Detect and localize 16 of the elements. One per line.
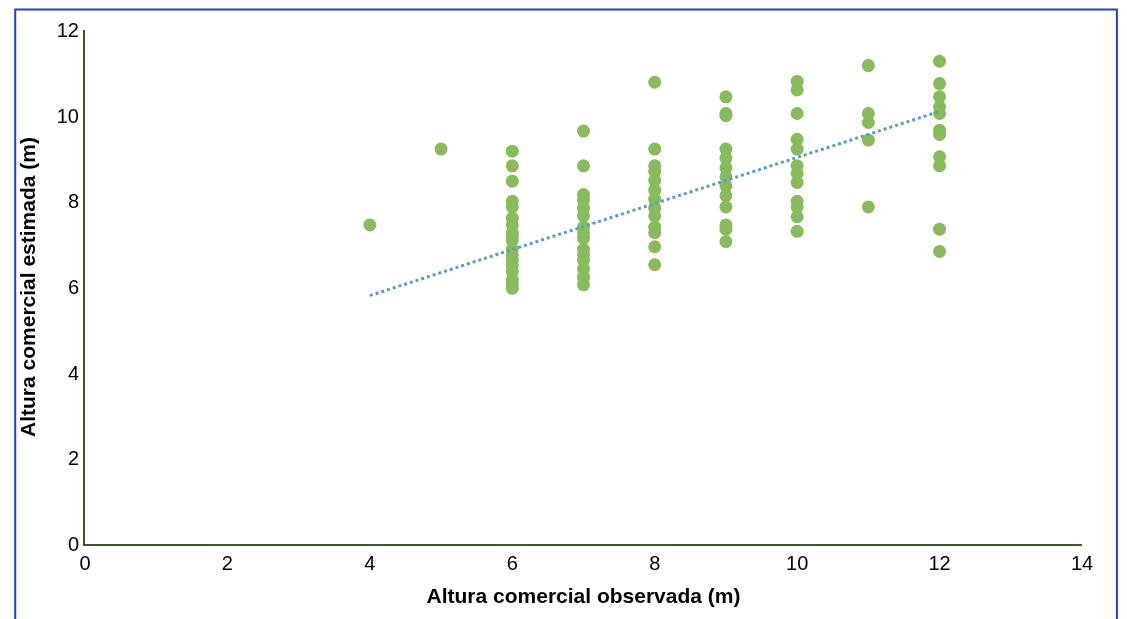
- x-tick-label: 8: [649, 552, 661, 574]
- y-tick-label: 10: [56, 104, 79, 127]
- y-tick-label: 8: [67, 190, 79, 213]
- x-tick-label: 12: [928, 552, 951, 574]
- x-tick-label: 14: [1070, 552, 1094, 574]
- y-axis-title: Altura comercial estimada (m): [16, 137, 40, 437]
- y-tick-label: 12: [56, 19, 79, 41]
- x-axis-title: Altura comercial observada (m): [426, 583, 741, 607]
- y-tick-label: 2: [67, 447, 79, 470]
- y-tick-label: 6: [67, 276, 79, 298]
- x-tick-label: 6: [506, 552, 518, 574]
- y-tick-label: 0: [67, 533, 79, 555]
- x-tick-label: 2: [221, 552, 233, 574]
- x-tick-label: 10: [786, 552, 809, 574]
- y-tick-label: 4: [67, 361, 79, 384]
- x-tick-label: 4: [364, 552, 376, 574]
